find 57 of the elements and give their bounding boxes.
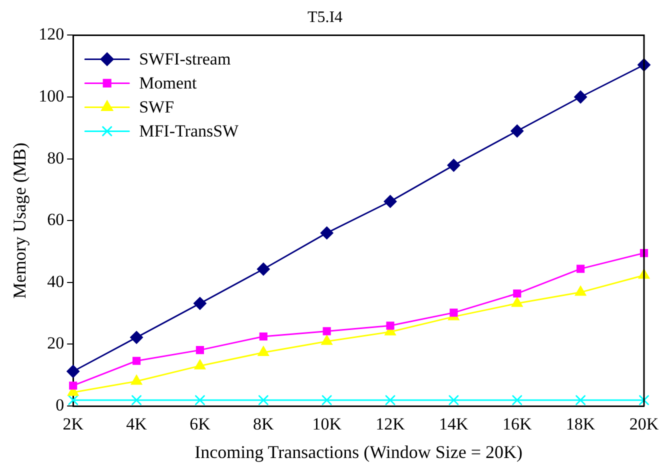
point: [448, 395, 459, 406]
point: [576, 395, 586, 406]
point: [386, 322, 394, 330]
point: [66, 364, 80, 378]
legend-label: MFI-TransSW: [139, 122, 240, 141]
point: [130, 374, 142, 385]
chart-title: T5.I4: [307, 8, 343, 26]
point: [193, 296, 206, 310]
point: [258, 395, 268, 406]
point: [194, 395, 205, 406]
point: [322, 327, 331, 336]
x-tick-label: 12K: [376, 414, 406, 434]
point: [320, 226, 334, 240]
legend-label: Moment: [139, 74, 197, 93]
y-tick-label: 40: [47, 272, 64, 291]
y-tick-label: 100: [38, 86, 64, 106]
point: [450, 308, 458, 317]
point: [196, 346, 204, 354]
point: [130, 330, 144, 344]
x-tick-label: 16K: [502, 414, 532, 434]
point: [132, 395, 142, 406]
x-tick-label: 10K: [312, 414, 342, 434]
point: [384, 194, 397, 208]
point: [132, 356, 141, 365]
y-tick-label: 80: [47, 148, 64, 168]
legend-label: SWFI-stream: [139, 50, 231, 69]
y-tick-label: 20: [47, 334, 64, 353]
legend-label: SWF: [139, 98, 174, 117]
point: [322, 395, 332, 406]
point: [256, 262, 270, 276]
point: [259, 332, 268, 341]
point: [321, 334, 333, 345]
point: [511, 296, 523, 307]
point: [447, 158, 460, 172]
point: [639, 395, 649, 406]
point: [385, 395, 396, 406]
point: [510, 124, 524, 138]
x-tick-label: 2K: [62, 414, 84, 434]
x-tick-label: 6K: [190, 414, 212, 434]
point: [512, 395, 522, 406]
point: [574, 90, 588, 104]
y-tick-label: 120: [38, 24, 64, 44]
point: [513, 289, 522, 298]
x-tick-label: 4K: [126, 414, 148, 434]
y-tick-label: 0: [56, 395, 64, 414]
point: [574, 286, 586, 296]
point: [194, 359, 206, 370]
y-tick-label: 60: [47, 210, 64, 230]
x-axis-title: Incoming Transactions (Window Size = 20K): [194, 442, 523, 462]
y-axis-title: Memory Usage (MB): [10, 142, 30, 299]
x-tick-label: 14K: [439, 414, 470, 434]
point: [258, 346, 270, 356]
x-tick-label: 18K: [566, 414, 596, 434]
x-tick-label: 20K: [629, 414, 660, 434]
x-tick-label: 8K: [253, 414, 275, 434]
point: [576, 264, 585, 273]
point: [69, 382, 78, 390]
